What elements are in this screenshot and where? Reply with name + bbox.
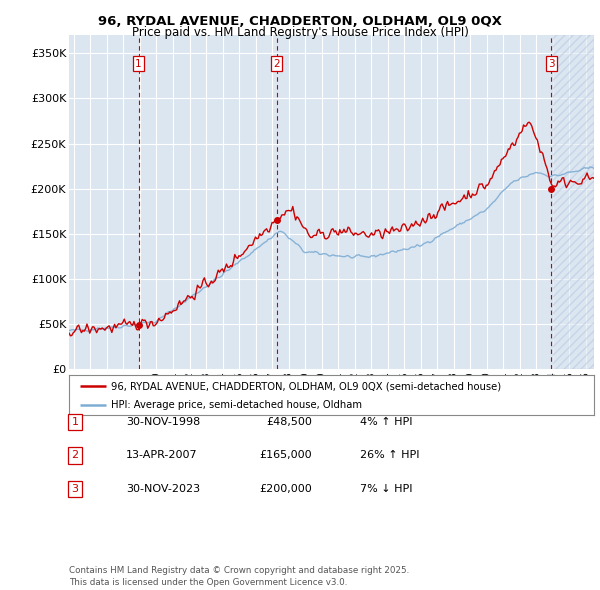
Text: 2: 2 — [274, 59, 280, 68]
Text: 13-APR-2007: 13-APR-2007 — [126, 451, 197, 460]
Text: 96, RYDAL AVENUE, CHADDERTON, OLDHAM, OL9 0QX: 96, RYDAL AVENUE, CHADDERTON, OLDHAM, OL… — [98, 15, 502, 28]
Text: 1: 1 — [136, 59, 142, 68]
Text: 96, RYDAL AVENUE, CHADDERTON, OLDHAM, OL9 0QX (semi-detached house): 96, RYDAL AVENUE, CHADDERTON, OLDHAM, OL… — [111, 381, 501, 391]
Text: 30-NOV-2023: 30-NOV-2023 — [126, 484, 200, 494]
Text: 3: 3 — [71, 484, 79, 494]
Text: Contains HM Land Registry data © Crown copyright and database right 2025.
This d: Contains HM Land Registry data © Crown c… — [69, 566, 409, 587]
Text: 26% ↑ HPI: 26% ↑ HPI — [360, 451, 419, 460]
Text: £165,000: £165,000 — [259, 451, 312, 460]
Bar — [553, 35, 594, 369]
Text: 2: 2 — [71, 451, 79, 460]
Text: 1: 1 — [71, 417, 79, 427]
Text: £48,500: £48,500 — [266, 417, 312, 427]
Text: Price paid vs. HM Land Registry's House Price Index (HPI): Price paid vs. HM Land Registry's House … — [131, 26, 469, 39]
Text: 3: 3 — [548, 59, 554, 68]
Text: HPI: Average price, semi-detached house, Oldham: HPI: Average price, semi-detached house,… — [111, 399, 362, 409]
Text: 7% ↓ HPI: 7% ↓ HPI — [360, 484, 413, 494]
Text: 30-NOV-1998: 30-NOV-1998 — [126, 417, 200, 427]
Text: £200,000: £200,000 — [259, 484, 312, 494]
Text: 4% ↑ HPI: 4% ↑ HPI — [360, 417, 413, 427]
